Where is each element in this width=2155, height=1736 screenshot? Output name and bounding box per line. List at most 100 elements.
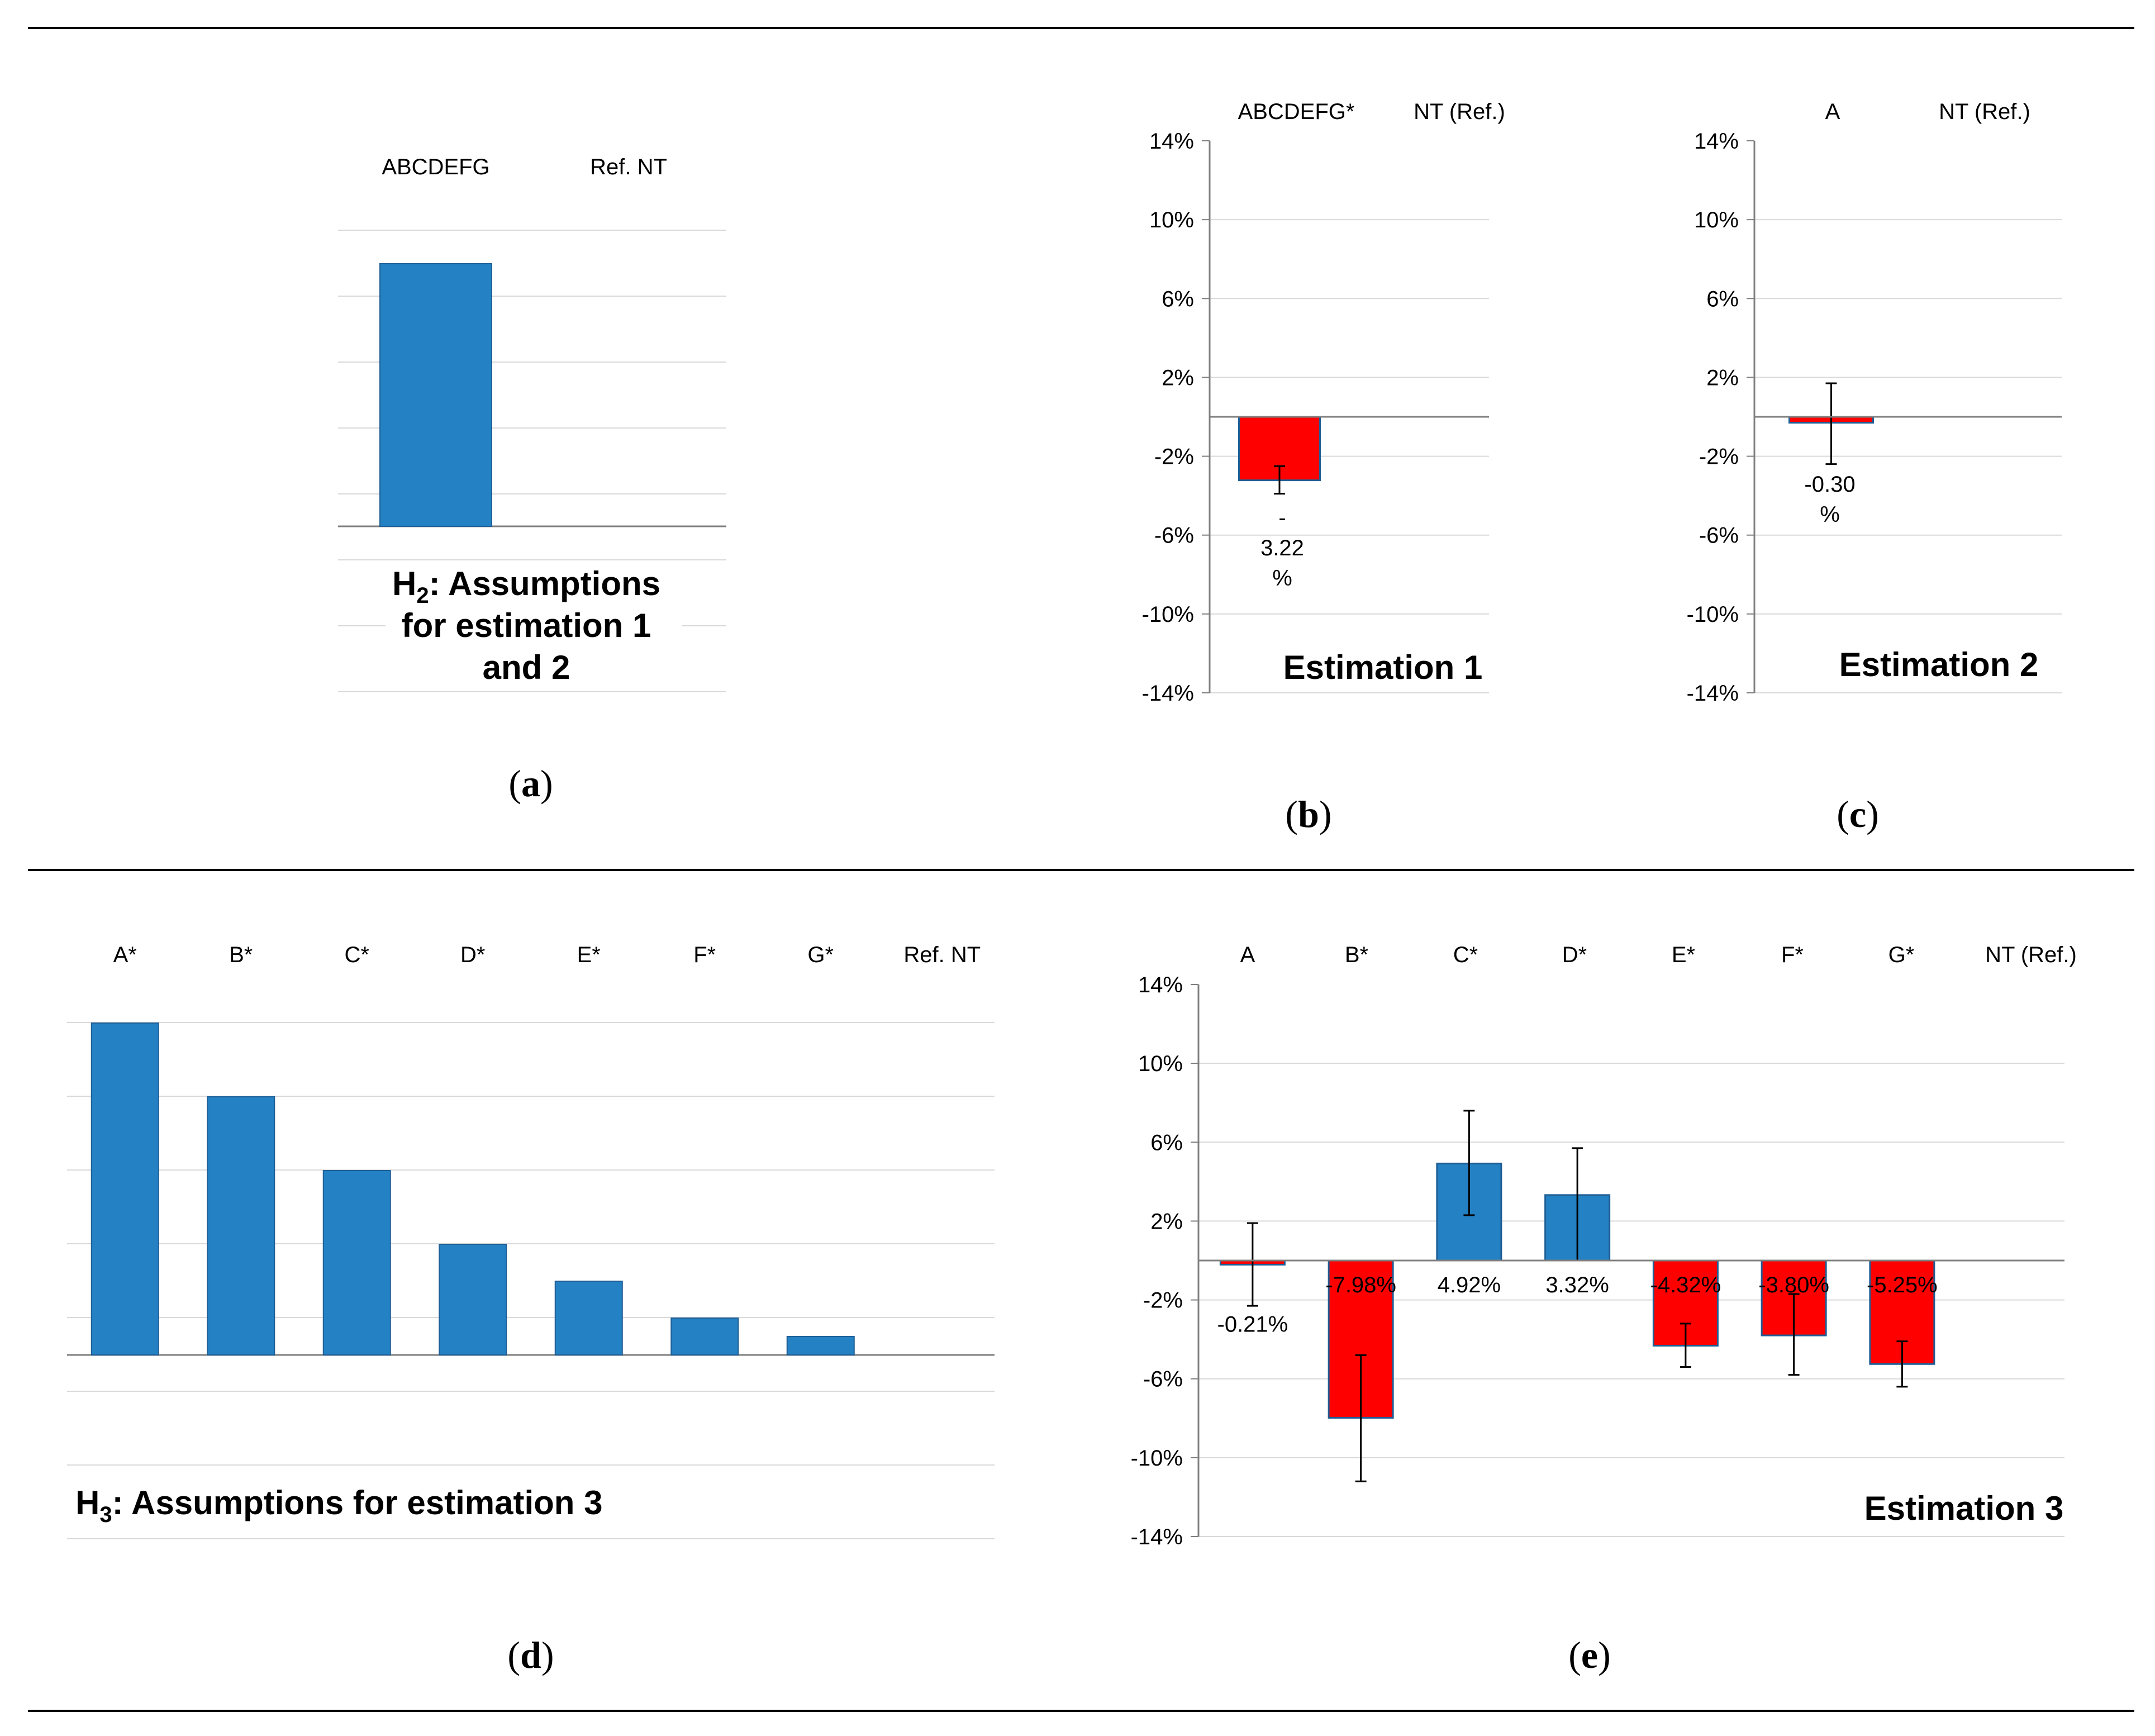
panel-c-title: Estimation 2 [1839, 646, 2039, 683]
panel-d-col-label-6: G* [807, 943, 834, 967]
panel-e-tick-label-6: -10% [1131, 1446, 1183, 1471]
panel-d-col-label-2: C* [345, 943, 369, 967]
panel-b-tick-label-6: -10% [1142, 602, 1194, 627]
panel-e-data-label-A: -0.21% [1217, 1312, 1288, 1337]
panel-a-col-label-0: ABCDEFG [382, 155, 489, 179]
panel-d-bar-G* [786, 1336, 855, 1355]
panel-b-caption-letter: b [1298, 793, 1319, 835]
panel-d-col-label-7: Ref. NT [903, 943, 981, 967]
panel-e-data-label-B*: -7.98% [1325, 1273, 1396, 1297]
panel-e-title: Estimation 3 [1864, 1490, 2064, 1527]
panel-a-bar-ABCDEFG [379, 263, 492, 527]
panel-b-tick-label-4: -2% [1154, 445, 1194, 469]
panel-e-data-label-C*: 4.92% [1438, 1273, 1501, 1297]
panel-e-col-label-4: E* [1672, 943, 1695, 967]
panel-e-col-label-5: F* [1781, 943, 1804, 967]
panel-c-bar-label-line-0: -0.30 [1804, 472, 1855, 497]
panel-c-bar-label-line-1: % [1820, 502, 1840, 527]
panel-b-bar-label-line-2: % [1272, 566, 1292, 591]
panel-d-bar-B* [207, 1096, 275, 1355]
panel-a: ABCDEFG Ref. NT H2: Assumptions for esti… [338, 155, 726, 805]
panel-b-tick-label-0: 14% [1149, 129, 1194, 154]
panel-e-tick-label-4: -2% [1143, 1288, 1183, 1313]
panel-d-bar-E* [554, 1281, 623, 1355]
panel-b-col-label-0: ABCDEFG* [1238, 99, 1355, 124]
panel-c: 14% 10% 6% 2% -2% -6% -10% -14% A NT (Ref.) -0.… [1687, 99, 2062, 835]
panel-b-tick-label-5: -6% [1154, 524, 1194, 548]
panel-e-data-label-G*: -5.25% [1867, 1273, 1938, 1297]
panel-d-col-label-4: E* [577, 943, 601, 967]
panel-d-caption-letter: d [520, 1634, 541, 1676]
panel-d-title-rest: : Assumptions for estimation 3 [112, 1484, 603, 1521]
panel-b-bar-label-line-0: - [1278, 506, 1286, 530]
panel-c-col-label-0: A [1825, 99, 1840, 124]
panel-c-tick-label-4: -2% [1699, 445, 1739, 469]
panel-b-tick-label-1: 10% [1149, 208, 1194, 232]
panel-c-tick-label-0: 14% [1694, 129, 1739, 154]
panel-c-col-label-1: NT (Ref.) [1939, 99, 2030, 124]
panel-c-tick-label-7: -14% [1687, 681, 1739, 706]
panel-a-title-backdrop [386, 562, 682, 690]
panel-d-col-label-5: F* [693, 943, 716, 967]
panel-d: A* B* C* D* E* F* G* Ref. NT H3: Assumptions fo… [67, 943, 995, 1676]
panel-e-tick-label-7: -14% [1131, 1525, 1183, 1549]
panel-e-col-label-2: C* [1453, 943, 1478, 967]
panel-d-col-label-1: B* [229, 943, 253, 967]
panel-a-title-line-1: : Assumptions [429, 565, 660, 602]
panel-d-bar-A* [91, 1022, 159, 1355]
panel-b-col-label-1: NT (Ref.) [1414, 99, 1505, 124]
panel-d-col-label-3: D* [460, 943, 485, 967]
panel-c-chart: 14% 10% 6% 2% -2% -6% -10% -14% [1687, 129, 2062, 706]
panel-b-bar-label-line-1: 3.22 [1260, 536, 1304, 560]
panel-d-col-label-0: A* [113, 943, 137, 967]
panel-c-tick-label-3: 2% [1706, 365, 1739, 390]
panel-c-tick-label-6: -10% [1687, 602, 1739, 627]
panel-d-bars [91, 1022, 855, 1355]
panel-e-col-label-3: D* [1562, 943, 1587, 967]
panel-b-tick-label-7: -14% [1142, 681, 1194, 706]
panel-e-tick-label-2: 6% [1150, 1130, 1183, 1155]
panel-e-data-label-D*: 3.32% [1545, 1273, 1609, 1297]
panel-e-tick-label-3: 2% [1150, 1209, 1183, 1234]
panel-e-col-label-0: A [1240, 943, 1255, 967]
panel-e-data-label-F*: -3.80% [1758, 1273, 1829, 1297]
panel-a-col-label-1: Ref. NT [590, 155, 667, 179]
panel-d-title-h: H [75, 1484, 99, 1521]
panel-d-title: H3: Assumptions for estimation 3 [75, 1484, 602, 1527]
panel-e-col-labels: A B* C* D* E* F* G* NT (Ref.) [1240, 943, 2077, 967]
panel-a-bars [379, 263, 492, 527]
panel-a-title-line-2: for estimation 1 [402, 607, 651, 644]
panel-a-title-line-3: and 2 [483, 649, 570, 686]
panel-a-title-h: H [392, 565, 416, 602]
panel-a-title: H2: Assumptions [392, 565, 660, 608]
panel-e-data-label-E*: -4.32% [1650, 1273, 1721, 1297]
panel-e-chart: 14% 10% 6% 2% -2% -6% -10% -14% -0.21% -7.98% 4.92… [1131, 973, 2064, 1549]
panel-e-caption: (e) [1568, 1634, 1611, 1676]
panel-e-tick-label-0: 14% [1138, 973, 1183, 997]
panel-d-title-subscript: 3 [99, 1502, 112, 1527]
panel-e-tick-label-5: -6% [1143, 1367, 1183, 1392]
panel-b-title: Estimation 1 [1283, 649, 1483, 686]
panel-d-bar-D* [439, 1244, 507, 1355]
panel-e-col-label-7: NT (Ref.) [1985, 943, 2077, 967]
panel-b-chart: 14% 10% 6% 2% -2% -6% -10% -14% [1142, 129, 1489, 706]
panel-a-caption-letter: a [521, 762, 540, 805]
panel-b: 14% 10% 6% 2% -2% -6% -10% -14% ABCDEFG* NT (Re… [1142, 99, 1505, 835]
panel-d-bar-C* [322, 1170, 391, 1355]
panel-a-title-subscript: 2 [416, 583, 429, 608]
panel-e-tick-label-1: 10% [1138, 1052, 1183, 1076]
panel-e-caption-letter: e [1581, 1634, 1598, 1676]
panel-e-col-label-1: B* [1345, 943, 1368, 967]
panel-c-tick-label-1: 10% [1694, 208, 1739, 232]
panel-b-tick-label-3: 2% [1162, 365, 1194, 390]
panel-c-tick-label-5: -6% [1699, 524, 1739, 548]
panel-d-caption: (d) [507, 1634, 554, 1676]
panel-b-caption: (b) [1285, 793, 1331, 835]
panel-c-caption-letter: c [1849, 793, 1866, 835]
panel-a-caption: (a) [508, 762, 553, 805]
panel-b-tick-label-2: 6% [1162, 287, 1194, 311]
panel-d-bar-F* [670, 1318, 739, 1355]
panel-d-col-labels: A* B* C* D* E* F* G* Ref. NT [113, 943, 981, 967]
panel-e: 14% 10% 6% 2% -2% -6% -10% -14% -0.21% -7.98% 4.92… [1131, 943, 2077, 1676]
